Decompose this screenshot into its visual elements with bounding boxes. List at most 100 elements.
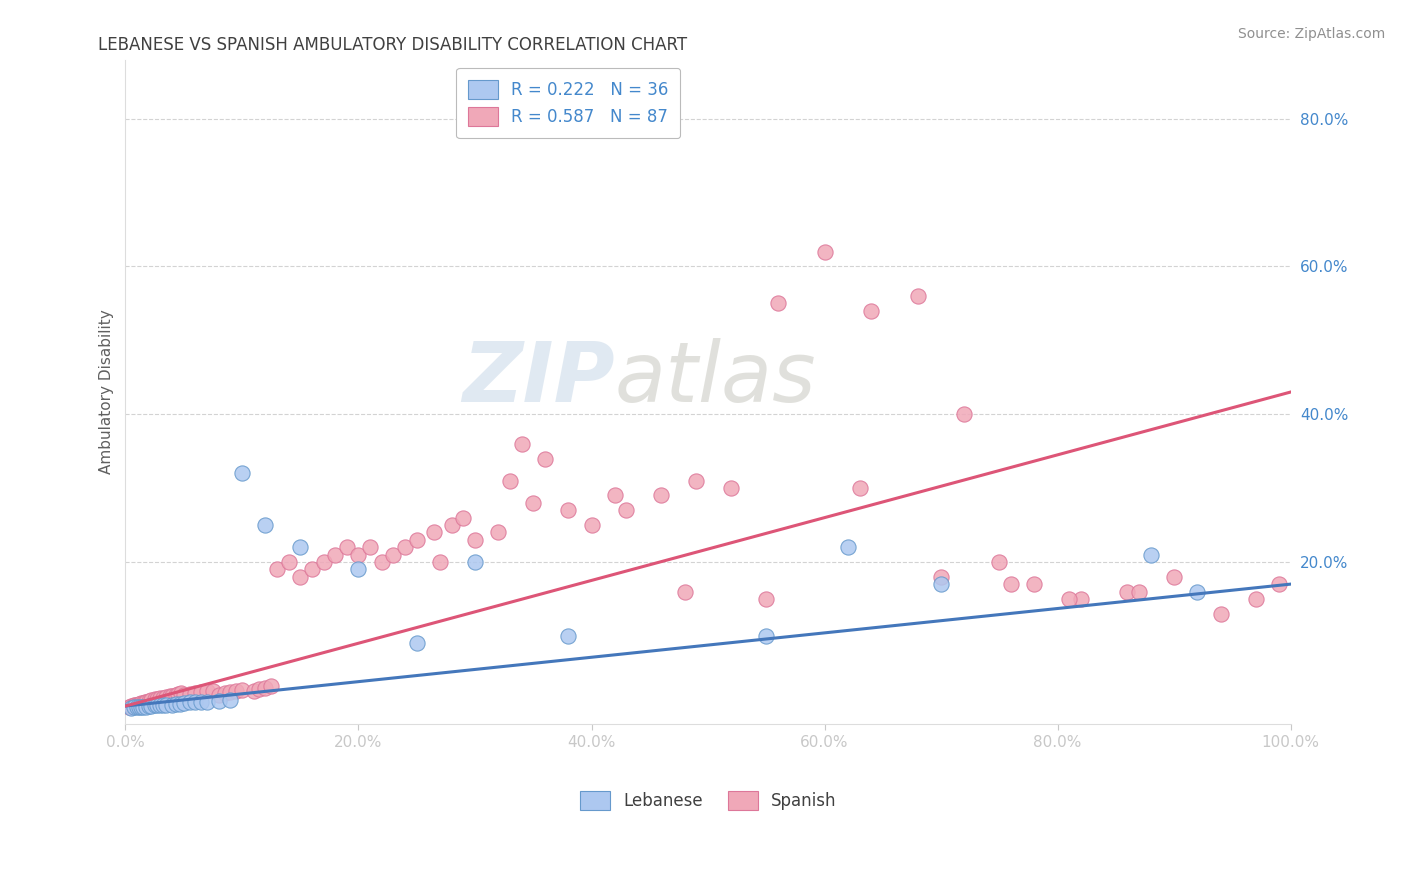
Point (129, 700, 152, 714)
Point (139, 698, 162, 713)
Point (169, 697, 191, 711)
Point (155, 690, 177, 705)
Point (1000, 577, 1022, 591)
Point (510, 436, 533, 450)
Point (165, 688, 187, 702)
Point (453, 510, 475, 524)
Point (195, 695, 218, 709)
Point (1268, 577, 1291, 591)
Point (581, 518, 603, 533)
Legend: Lebanese, Spanish: Lebanese, Spanish (568, 780, 848, 822)
Point (382, 548, 405, 562)
Point (231, 682, 253, 697)
Point (953, 407, 976, 421)
Point (260, 679, 283, 693)
Point (766, 296, 789, 310)
Point (616, 503, 638, 517)
Point (134, 695, 156, 709)
Point (755, 591, 778, 606)
Point (1128, 584, 1150, 599)
Point (347, 562, 370, 576)
Point (225, 684, 247, 698)
Point (179, 695, 201, 709)
Point (122, 700, 145, 714)
Point (124, 698, 146, 712)
Point (167, 687, 190, 701)
Point (312, 555, 335, 569)
Y-axis label: Ambulatory Disability: Ambulatory Disability (100, 310, 114, 475)
Point (165, 697, 187, 711)
Point (132, 699, 155, 714)
Point (290, 570, 312, 584)
Point (557, 629, 579, 643)
Point (160, 698, 183, 713)
Point (135, 695, 157, 709)
Text: LEBANESE VS SPANISH AMBULATORY DISABILITY CORRELATION CHART: LEBANESE VS SPANISH AMBULATORY DISABILIT… (98, 36, 688, 54)
Point (429, 555, 451, 569)
Point (1163, 570, 1185, 584)
Point (214, 686, 236, 700)
Text: ZIP: ZIP (463, 338, 614, 419)
Point (139, 693, 162, 707)
Point (1209, 607, 1232, 621)
Point (301, 562, 323, 576)
Point (290, 540, 312, 554)
Point (208, 694, 231, 708)
Point (173, 696, 195, 710)
Point (499, 474, 522, 488)
Point (837, 540, 859, 554)
Point (195, 684, 218, 698)
Point (534, 451, 557, 466)
Point (860, 303, 883, 318)
Point (219, 693, 242, 707)
Point (440, 518, 463, 533)
Point (423, 525, 446, 540)
Point (219, 685, 242, 699)
Point (813, 244, 835, 259)
Point (254, 681, 277, 695)
Point (152, 698, 174, 712)
Point (149, 690, 172, 705)
Point (1244, 591, 1267, 606)
Point (685, 474, 707, 488)
Point (138, 698, 160, 713)
Point (405, 636, 427, 650)
Point (673, 584, 696, 599)
Point (907, 289, 929, 303)
Point (143, 692, 166, 706)
Point (1070, 591, 1092, 606)
Point (371, 555, 394, 569)
Point (146, 691, 169, 706)
Point (201, 683, 224, 698)
Point (138, 694, 160, 708)
Point (1139, 548, 1161, 562)
Point (359, 540, 381, 554)
Point (522, 496, 544, 510)
Point (152, 690, 174, 705)
Text: Source: ZipAtlas.com: Source: ZipAtlas.com (1237, 27, 1385, 41)
Point (173, 688, 195, 702)
Point (405, 533, 427, 547)
Point (190, 695, 212, 709)
Point (266, 562, 288, 576)
Point (127, 698, 149, 712)
Point (249, 681, 271, 696)
Point (323, 548, 346, 562)
Point (1116, 584, 1139, 599)
Point (184, 686, 207, 700)
Point (146, 698, 169, 713)
Point (128, 697, 150, 711)
Text: atlas: atlas (614, 338, 817, 419)
Point (122, 698, 145, 713)
Point (231, 467, 253, 481)
Point (988, 555, 1011, 569)
Point (650, 488, 672, 502)
Point (208, 688, 231, 702)
Point (135, 699, 157, 714)
Point (128, 699, 150, 714)
Point (127, 700, 149, 714)
Point (149, 698, 172, 713)
Point (159, 690, 181, 704)
Point (129, 696, 152, 710)
Point (603, 488, 626, 502)
